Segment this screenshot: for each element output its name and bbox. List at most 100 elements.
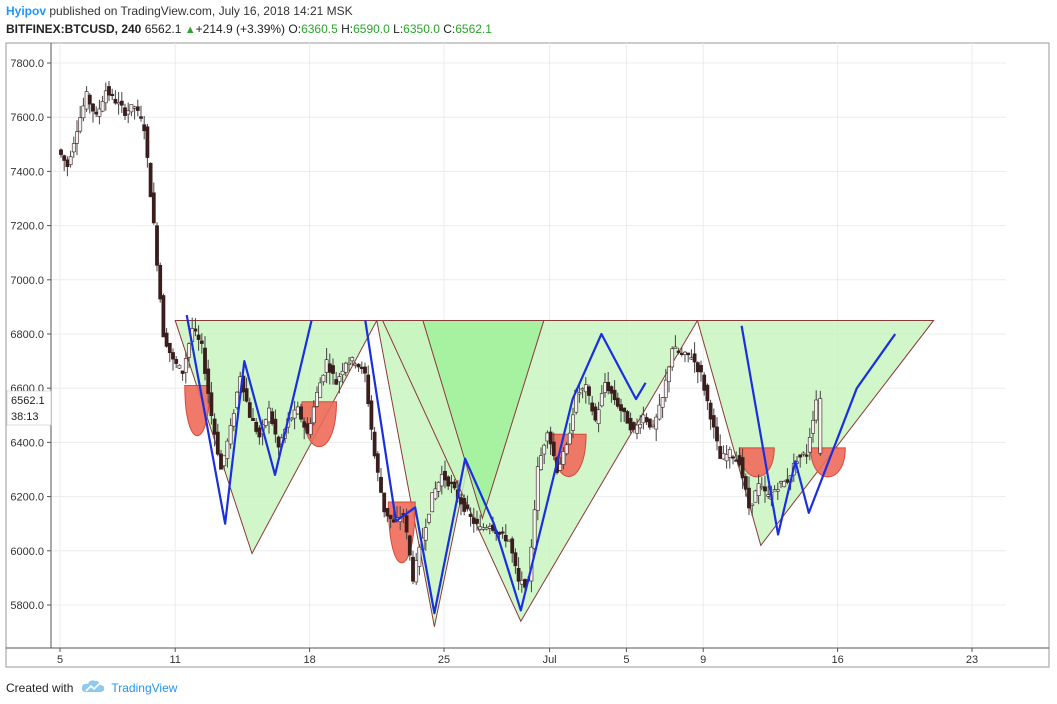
tradingview-link[interactable]: TradingView: [111, 680, 178, 695]
candle-body: [343, 362, 348, 373]
candle-body: [689, 357, 694, 360]
candle-body: [139, 116, 143, 119]
candle-body: [628, 418, 633, 431]
candle-body: [731, 456, 735, 459]
candle-body: [622, 407, 627, 413]
candle-body: [71, 143, 76, 153]
candle-body: [596, 409, 601, 424]
candle-body: [132, 106, 137, 109]
candle-body: [375, 453, 380, 473]
candle-body: [273, 418, 278, 435]
candle-body: [353, 363, 358, 366]
candle-body: [609, 386, 614, 394]
candle-body: [209, 392, 214, 417]
close-value: 6562.1: [455, 22, 492, 36]
y-tick-label: 7400.0: [10, 166, 44, 178]
candle-body: [292, 409, 297, 419]
zigzag-line: [364, 320, 647, 615]
x-tick-label: 16: [831, 654, 843, 666]
x-tick-label: 23: [966, 654, 978, 666]
candle-body: [679, 352, 684, 355]
close-label: C:: [443, 22, 456, 36]
candle-body: [571, 414, 575, 431]
candle-body: [62, 155, 67, 161]
candle-body: [785, 479, 790, 483]
candle-body: [724, 454, 729, 462]
zigzag-lines: [185, 314, 897, 615]
candle-body: [270, 411, 275, 425]
candle-body: [315, 392, 319, 407]
pattern-shapes: [174, 319, 935, 627]
candle-body: [366, 374, 371, 405]
candle-body: [219, 453, 223, 470]
y-tick-label: 6400.0: [10, 437, 44, 449]
candle-body: [801, 452, 806, 455]
chart-header-line2: BITFINEX:BTCUSD, 240 6562.1 ▲+214.9 (+3.…: [6, 22, 492, 36]
candle-body: [580, 388, 585, 391]
chart-header-line1: Hyipov published on TradingView.com, Jul…: [6, 4, 353, 18]
candle-body: [81, 105, 86, 119]
last-price: 6562.1: [144, 22, 182, 36]
tradingview-logo-icon: [81, 679, 105, 696]
zigzag-line: [185, 314, 313, 525]
candle-body: [263, 419, 268, 426]
axes: 7800.07600.07400.07200.07000.06800.06600…: [6, 43, 1049, 666]
candle-body: [305, 423, 310, 434]
candle-body: [135, 106, 140, 111]
candle-body: [337, 376, 342, 383]
candle-body: [347, 362, 351, 366]
candle-body: [87, 94, 92, 105]
candle-body: [430, 492, 435, 513]
candle-body: [302, 421, 307, 428]
candle-body: [327, 363, 332, 373]
candle-body: [465, 504, 470, 510]
candle-body: [417, 546, 422, 567]
candle-body: [638, 424, 643, 429]
candle-body: [388, 514, 393, 520]
candle-body: [487, 526, 492, 529]
author-name[interactable]: Hyipov: [6, 4, 47, 18]
symbol-label: BITFINEX:BTCUSD, 240: [6, 22, 142, 36]
candle-body: [427, 513, 431, 523]
candle-body: [766, 494, 771, 497]
candle-body: [193, 328, 198, 332]
price-change: +214.9 (+3.39%): [195, 22, 286, 36]
candle-body: [747, 487, 751, 509]
candle-body: [59, 149, 63, 155]
candle-body: [548, 431, 553, 445]
up-arrow-icon: ▲: [184, 24, 196, 36]
candle-body: [340, 370, 345, 376]
candle-body: [126, 110, 131, 115]
candle-body: [97, 108, 102, 117]
candle-body: [567, 432, 572, 445]
candle-body: [818, 398, 823, 454]
candle-body: [705, 384, 710, 402]
candle-body: [475, 518, 479, 524]
candle-body: [807, 437, 812, 453]
candle-body: [65, 159, 70, 168]
candle-body: [734, 459, 739, 462]
candle-body: [247, 402, 252, 418]
candle-body: [718, 446, 723, 459]
candle-body: [673, 346, 678, 349]
candle-body: [251, 418, 255, 421]
candle-body: [619, 404, 623, 411]
candle-body: [516, 567, 521, 582]
candle-body: [433, 488, 438, 500]
candle-body: [814, 399, 819, 421]
candle-body: [615, 397, 620, 407]
candle-body: [84, 91, 89, 110]
candle-body: [206, 368, 211, 394]
candle-body: [692, 353, 697, 363]
candle-body: [311, 406, 316, 424]
candle-body: [798, 454, 803, 458]
candle-body: [583, 384, 588, 393]
candle-body: [667, 366, 671, 383]
high-value: 6590.0: [353, 22, 390, 36]
candle-body: [641, 414, 646, 424]
candle-body: [407, 535, 412, 556]
y-tick-label: 7200.0: [10, 221, 44, 233]
candle-body: [356, 363, 361, 368]
candle-body: [91, 103, 95, 112]
